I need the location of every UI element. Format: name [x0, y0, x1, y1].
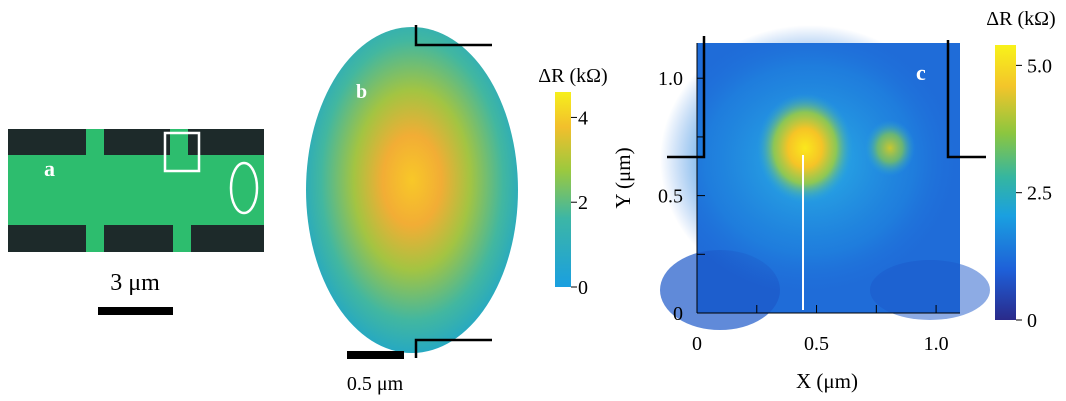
x-axis-ticks: 0 0.5 1.0	[692, 305, 949, 355]
resistance-map-ellipse	[306, 27, 518, 353]
y-axis-ticks: 0 0.5 1.0	[658, 68, 705, 325]
hotspot-primary	[757, 93, 853, 203]
panel-b-scalebar	[347, 351, 404, 359]
contact-top-2	[170, 129, 188, 159]
contact-top-1	[86, 129, 104, 159]
panel-a-label: a	[44, 156, 55, 181]
panel-b-label: b	[356, 81, 367, 103]
y-tick-label: 0	[673, 303, 683, 325]
colorbar-tick-label: 0	[1027, 310, 1037, 332]
panel-c-label: c	[916, 60, 926, 85]
contact-bottom-1	[86, 222, 104, 252]
colorbar-tick-label: 2	[578, 192, 588, 214]
oval-marker	[229, 161, 259, 215]
contact-bottom-2	[173, 222, 191, 252]
x-tick-label: 0	[692, 333, 702, 355]
panel-b-colorbar-title: ΔR (kΩ)	[538, 65, 607, 87]
panel-c-colorbar-ticks: 0 2.5 5.0	[1016, 55, 1052, 332]
hotspot-secondary	[865, 120, 915, 176]
panel-c: c 0 0.5 1.0 00.51.0 X (μm) Y (μm) ΔR (kΩ) …	[611, 8, 1056, 393]
bracket-right	[946, 40, 986, 159]
bracket-bottom	[414, 338, 492, 358]
panel-b-colorbar-ticks: 0 2 4	[571, 107, 588, 299]
colorbar-tick-label: 5.0	[1027, 55, 1052, 77]
y-axis-label: Y (μm)	[611, 147, 635, 208]
bracket-top	[414, 25, 492, 47]
panel-b: b 0.5 μm ΔR (kΩ) 0 2 4	[306, 25, 608, 395]
panel-b-colorbar	[555, 92, 571, 287]
x-axis-label: X (μm)	[796, 369, 858, 393]
panel-c-colorbar-title: ΔR (kΩ)	[986, 8, 1055, 30]
panel-c-colorbar	[995, 45, 1016, 320]
bracket-left	[667, 36, 706, 159]
panel-b-scalebar-label: 0.5 μm	[347, 373, 404, 395]
colorbar-tick-label: 2.5	[1027, 183, 1052, 205]
y-tick-label: 0.5	[658, 186, 683, 208]
x-tick-label: 1.0	[924, 333, 949, 355]
colorbar-tick-label: 0	[578, 277, 588, 299]
panel-a-scalebar-label: 3 μm	[110, 270, 160, 296]
panel-a: a 3 μm	[8, 129, 264, 315]
panel-a-scalebar	[98, 307, 173, 315]
colorbar-tick-label: 4	[578, 107, 588, 129]
y-tick-label: 1.0	[658, 68, 683, 90]
device-channel	[8, 155, 264, 225]
square-marker	[163, 131, 201, 173]
x-tick-label: 0.5	[804, 333, 829, 355]
